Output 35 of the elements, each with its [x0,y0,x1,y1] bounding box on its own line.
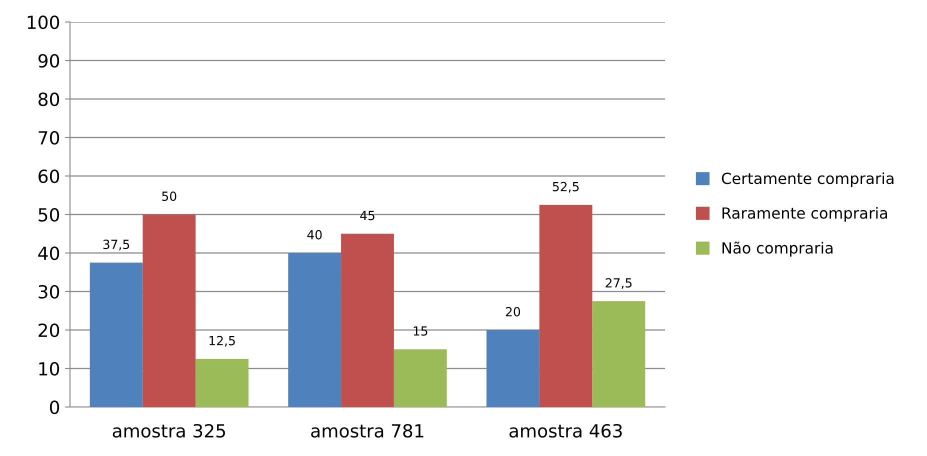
data-label: 27,5 [606,278,632,289]
y-tick-label: 30 [38,284,60,299]
data-label: 15 [414,326,428,336]
x-tick-label: amostra 325 [112,424,226,438]
bar [394,349,447,407]
bar [539,204,592,407]
y-tick-label: 80 [38,92,60,106]
y-tick-label: 0 [50,400,60,414]
data-label: 45 [360,210,374,220]
bar [288,253,342,407]
legend-label: Certamente compraria [722,172,894,188]
legend-label: Raramente compraria [722,206,888,222]
y-tick-label: 100 [28,15,60,30]
y-tick-label: 50 [38,208,60,222]
data-label: 50 [162,192,176,201]
bar [486,330,540,407]
y-tick-label: 90 [38,54,60,68]
data-label: 20 [506,307,520,316]
y-tick-label: 60 [38,169,60,184]
data-label: 40 [307,230,322,240]
y-tick-label: 20 [38,323,60,338]
y-tick-label: 40 [38,246,60,260]
bar [196,358,248,407]
data-label: 12,5 [210,336,235,347]
y-tick-label: 10 [39,362,60,376]
x-tick-label: amostra 781 [311,424,424,438]
bar [592,301,646,407]
x-tick-label: amostra 463 [509,424,622,438]
data-label: 37,5 [103,240,130,250]
bar [341,234,394,407]
y-tick-label: 70 [38,130,60,145]
legend-label: Não compraria [722,242,833,257]
bar [90,262,143,407]
data-label: 52,5 [552,182,579,193]
bar [142,214,196,407]
